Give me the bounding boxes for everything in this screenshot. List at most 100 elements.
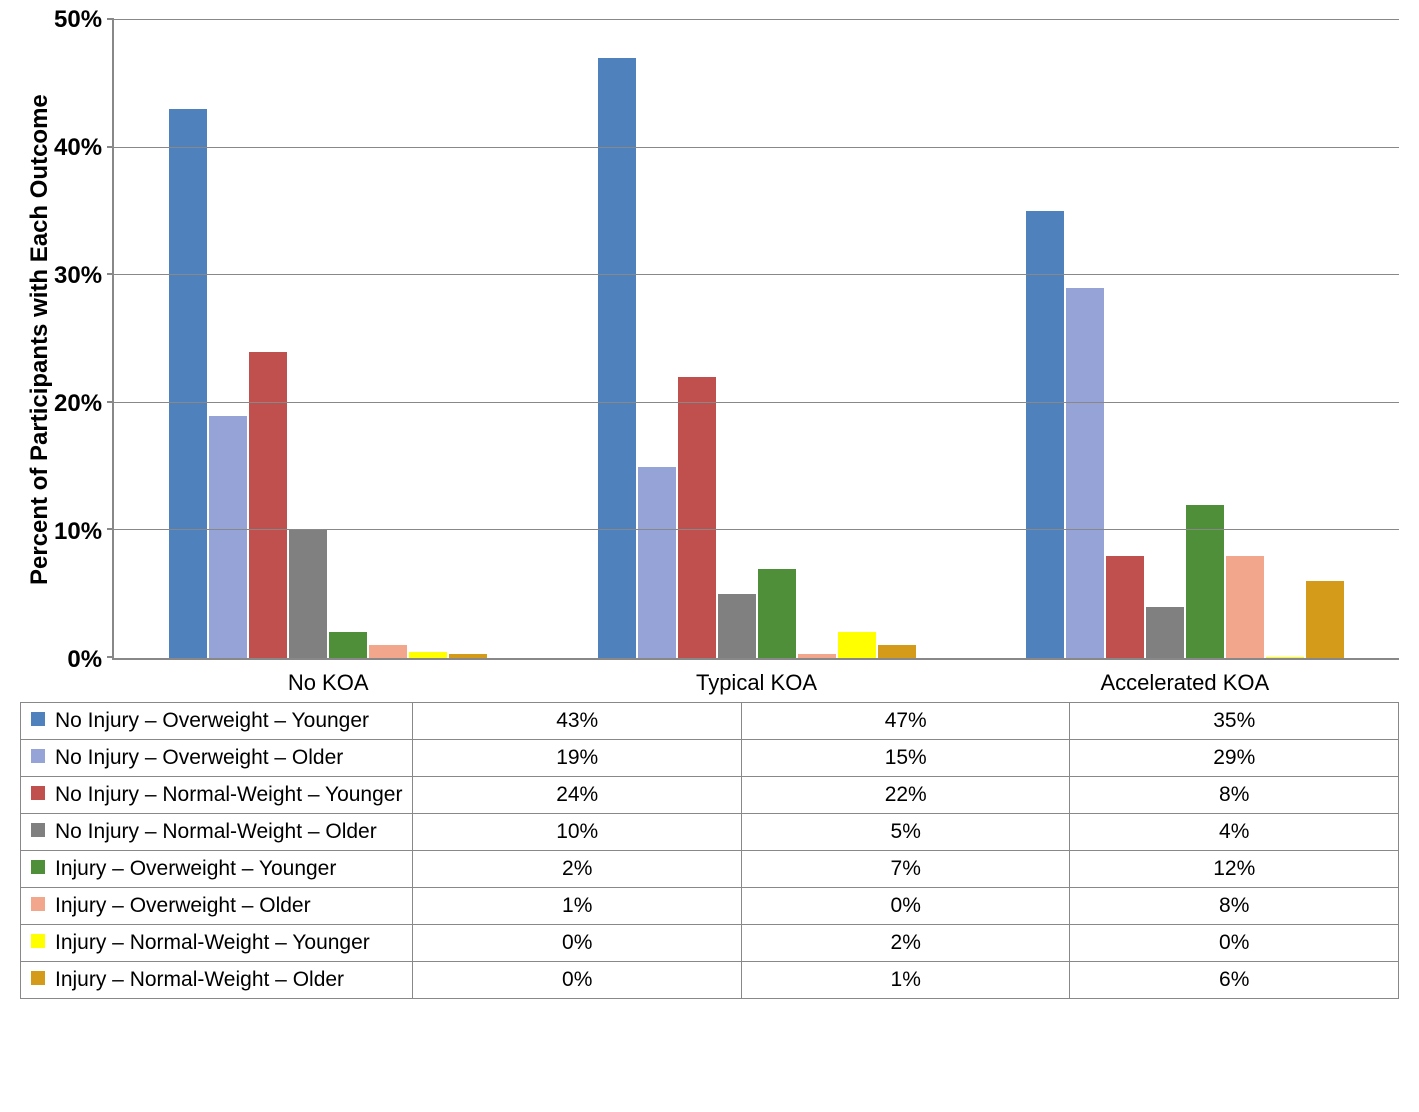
table-cell: 2% [413,851,742,888]
bar-group [971,20,1399,658]
y-tick-mark [107,18,114,20]
legend-label: Injury – Normal-Weight – Younger [55,931,370,954]
bar [1066,288,1104,658]
bar [718,594,756,658]
plot-region [112,20,1399,660]
data-table: No Injury – Overweight – Younger 43%47%35… [20,702,1399,999]
legend-swatch [31,971,45,985]
table-cell: 0% [1070,925,1399,962]
table-cell: 7% [741,851,1070,888]
koa-outcome-chart: Percent of Participants with Each Outcom… [20,20,1399,999]
legend-label: No Injury – Normal-Weight – Older [55,820,377,843]
y-axis-ticks: 50%40%30%20%10%0% [54,20,112,660]
table-row: No Injury – Overweight – Younger 43%47%35… [21,703,1399,740]
legend-label: No Injury – Overweight – Younger [55,709,369,732]
table-cell: 0% [413,925,742,962]
legend-swatch [31,897,45,911]
legend-entry: Injury – Overweight – Older [21,888,413,925]
bar [838,632,876,658]
table-cell: 35% [1070,703,1399,740]
table-row: Injury – Normal-Weight – Older 0%1%6% [21,962,1399,999]
table-row: Injury – Overweight – Younger2%7%12% [21,851,1399,888]
legend-entry: No Injury – Normal-Weight – Younger [21,777,413,814]
table-row: Injury – Normal-Weight – Younger 0%2%0% [21,925,1399,962]
legend-entry: Injury – Normal-Weight – Younger [21,925,413,962]
table-cell: 1% [413,888,742,925]
table-cell: 19% [413,740,742,777]
table-cell: 6% [1070,962,1399,999]
table-cell: 4% [1070,814,1399,851]
legend-label: Injury – Normal-Weight – Older [55,968,344,991]
table-cell: 47% [741,703,1070,740]
table-cell: 2% [741,925,1070,962]
y-tick-mark [107,656,114,658]
table-row: No Injury – Overweight – Older 19%15%29% [21,740,1399,777]
category-label: Typical KOA [542,660,970,702]
y-tick-mark [107,146,114,148]
table-row: Injury – Overweight – Older 1%0%8% [21,888,1399,925]
gridline [114,147,1399,148]
table-cell: 0% [741,888,1070,925]
bar [329,632,367,658]
bar [1026,211,1064,658]
bar-group [542,20,970,658]
bar [289,530,327,658]
legend-entry: No Injury – Overweight – Younger [21,703,413,740]
bar [1266,657,1304,658]
category-axis: No KOATypical KOAAccelerated KOA [112,660,1399,702]
legend-label: No Injury – Overweight – Older [55,746,343,769]
bar [638,467,676,658]
gridline [114,529,1399,530]
category-label: Accelerated KOA [971,660,1399,702]
table-cell: 1% [741,962,1070,999]
y-tick-mark [107,273,114,275]
bar [878,645,916,658]
category-label: No KOA [114,660,542,702]
bar [1226,556,1264,658]
table-cell: 8% [1070,888,1399,925]
y-axis-title: Percent of Participants with Each Outcom… [20,20,54,660]
chart-plot-area: Percent of Participants with Each Outcom… [20,20,1399,660]
table-cell: 10% [413,814,742,851]
legend-swatch [31,934,45,948]
gridline [114,19,1399,20]
legend-entry: No Injury – Overweight – Older [21,740,413,777]
legend-label: Injury – Overweight – Older [55,894,311,917]
bar [758,569,796,658]
table-cell: 5% [741,814,1070,851]
bar [1306,581,1344,658]
bar [598,58,636,658]
table-cell: 8% [1070,777,1399,814]
legend-entry: No Injury – Normal-Weight – Older [21,814,413,851]
gridline [114,274,1399,275]
table-cell: 43% [413,703,742,740]
bar-group [114,20,542,658]
table-cell: 24% [413,777,742,814]
bar [249,352,287,658]
legend-entry: Injury – Normal-Weight – Older [21,962,413,999]
bar [798,654,836,658]
table-row: No Injury – Normal-Weight – Older 10%5%4% [21,814,1399,851]
bar [1106,556,1144,658]
legend-swatch [31,823,45,837]
legend-label: No Injury – Normal-Weight – Younger [55,783,402,806]
bar [209,416,247,658]
bar [1186,505,1224,658]
table-cell: 15% [741,740,1070,777]
bar [169,109,207,658]
table-cell: 29% [1070,740,1399,777]
legend-label: Injury – Overweight – Younger [55,857,336,880]
bar [369,645,407,658]
bar [678,377,716,658]
gridline [114,402,1399,403]
legend-entry: Injury – Overweight – Younger [21,851,413,888]
legend-swatch [31,860,45,874]
bar [449,654,487,658]
legend-swatch [31,712,45,726]
table-cell: 0% [413,962,742,999]
bar [409,652,447,658]
legend-swatch [31,786,45,800]
legend-swatch [31,749,45,763]
bar-groups [114,20,1399,658]
table-cell: 22% [741,777,1070,814]
